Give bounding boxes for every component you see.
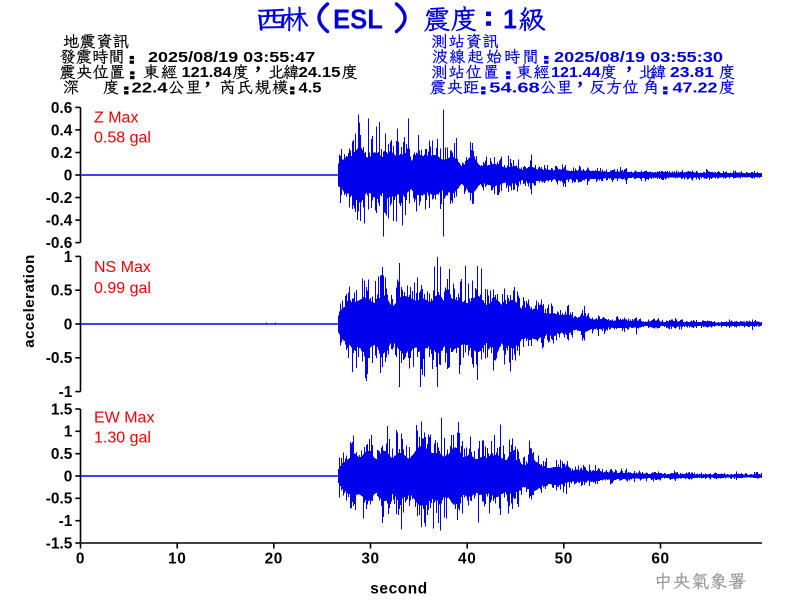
svg-text:ESL: ESL — [333, 4, 383, 35]
svg-text:121.84: 121.84 — [182, 64, 233, 81]
svg-text:30: 30 — [361, 551, 379, 568]
svg-text:0.4: 0.4 — [51, 122, 73, 139]
svg-text:0: 0 — [64, 316, 73, 333]
svg-text:acceleration: acceleration — [21, 254, 38, 348]
svg-text:-0.5: -0.5 — [46, 350, 73, 367]
svg-text:0.2: 0.2 — [51, 145, 72, 162]
svg-text:0: 0 — [76, 551, 85, 568]
svg-text:-0.5: -0.5 — [46, 491, 73, 508]
svg-text:-1: -1 — [59, 513, 73, 530]
svg-text:0: 0 — [64, 167, 73, 184]
svg-text:23.81: 23.81 — [670, 64, 714, 81]
svg-text:40: 40 — [458, 551, 476, 568]
svg-text:Z Max: Z Max — [94, 110, 138, 127]
svg-text:2025/08/19 03:55:30: 2025/08/19 03:55:30 — [554, 49, 723, 66]
svg-text:4.5: 4.5 — [299, 79, 322, 96]
svg-text:-0.6: -0.6 — [46, 235, 73, 252]
svg-text:2025/08/19 03:55:47: 2025/08/19 03:55:47 — [148, 49, 315, 66]
svg-text:-0.2: -0.2 — [46, 190, 73, 207]
svg-text:1: 1 — [64, 249, 73, 266]
svg-text:121.44: 121.44 — [551, 64, 601, 81]
svg-text:24.15: 24.15 — [299, 64, 341, 81]
svg-text:47.22: 47.22 — [673, 79, 718, 96]
svg-text:60: 60 — [651, 551, 669, 568]
svg-text:20: 20 — [265, 551, 283, 568]
svg-text:1: 1 — [503, 4, 517, 35]
svg-text:1.5: 1.5 — [51, 401, 73, 418]
svg-text:0.99 gal: 0.99 gal — [94, 280, 151, 297]
svg-text:second: second — [370, 581, 427, 598]
svg-text:0.5: 0.5 — [51, 446, 73, 463]
svg-text:-0.4: -0.4 — [46, 213, 73, 230]
svg-text:0.6: 0.6 — [51, 100, 72, 117]
svg-text:10: 10 — [168, 551, 186, 568]
svg-text:0: 0 — [64, 468, 73, 485]
svg-text:22.4: 22.4 — [132, 79, 169, 96]
svg-text:54.68: 54.68 — [489, 79, 540, 96]
svg-text:-1: -1 — [59, 384, 73, 401]
svg-text:0.58 gal: 0.58 gal — [94, 130, 151, 147]
svg-text:1.30 gal: 1.30 gal — [94, 430, 151, 447]
svg-text:-1.5: -1.5 — [46, 535, 73, 552]
svg-text:1: 1 — [64, 424, 73, 441]
svg-text:EW Max: EW Max — [94, 410, 154, 427]
svg-text:50: 50 — [555, 551, 573, 568]
svg-text:NS Max: NS Max — [94, 259, 151, 276]
svg-text:0.5: 0.5 — [51, 283, 73, 300]
